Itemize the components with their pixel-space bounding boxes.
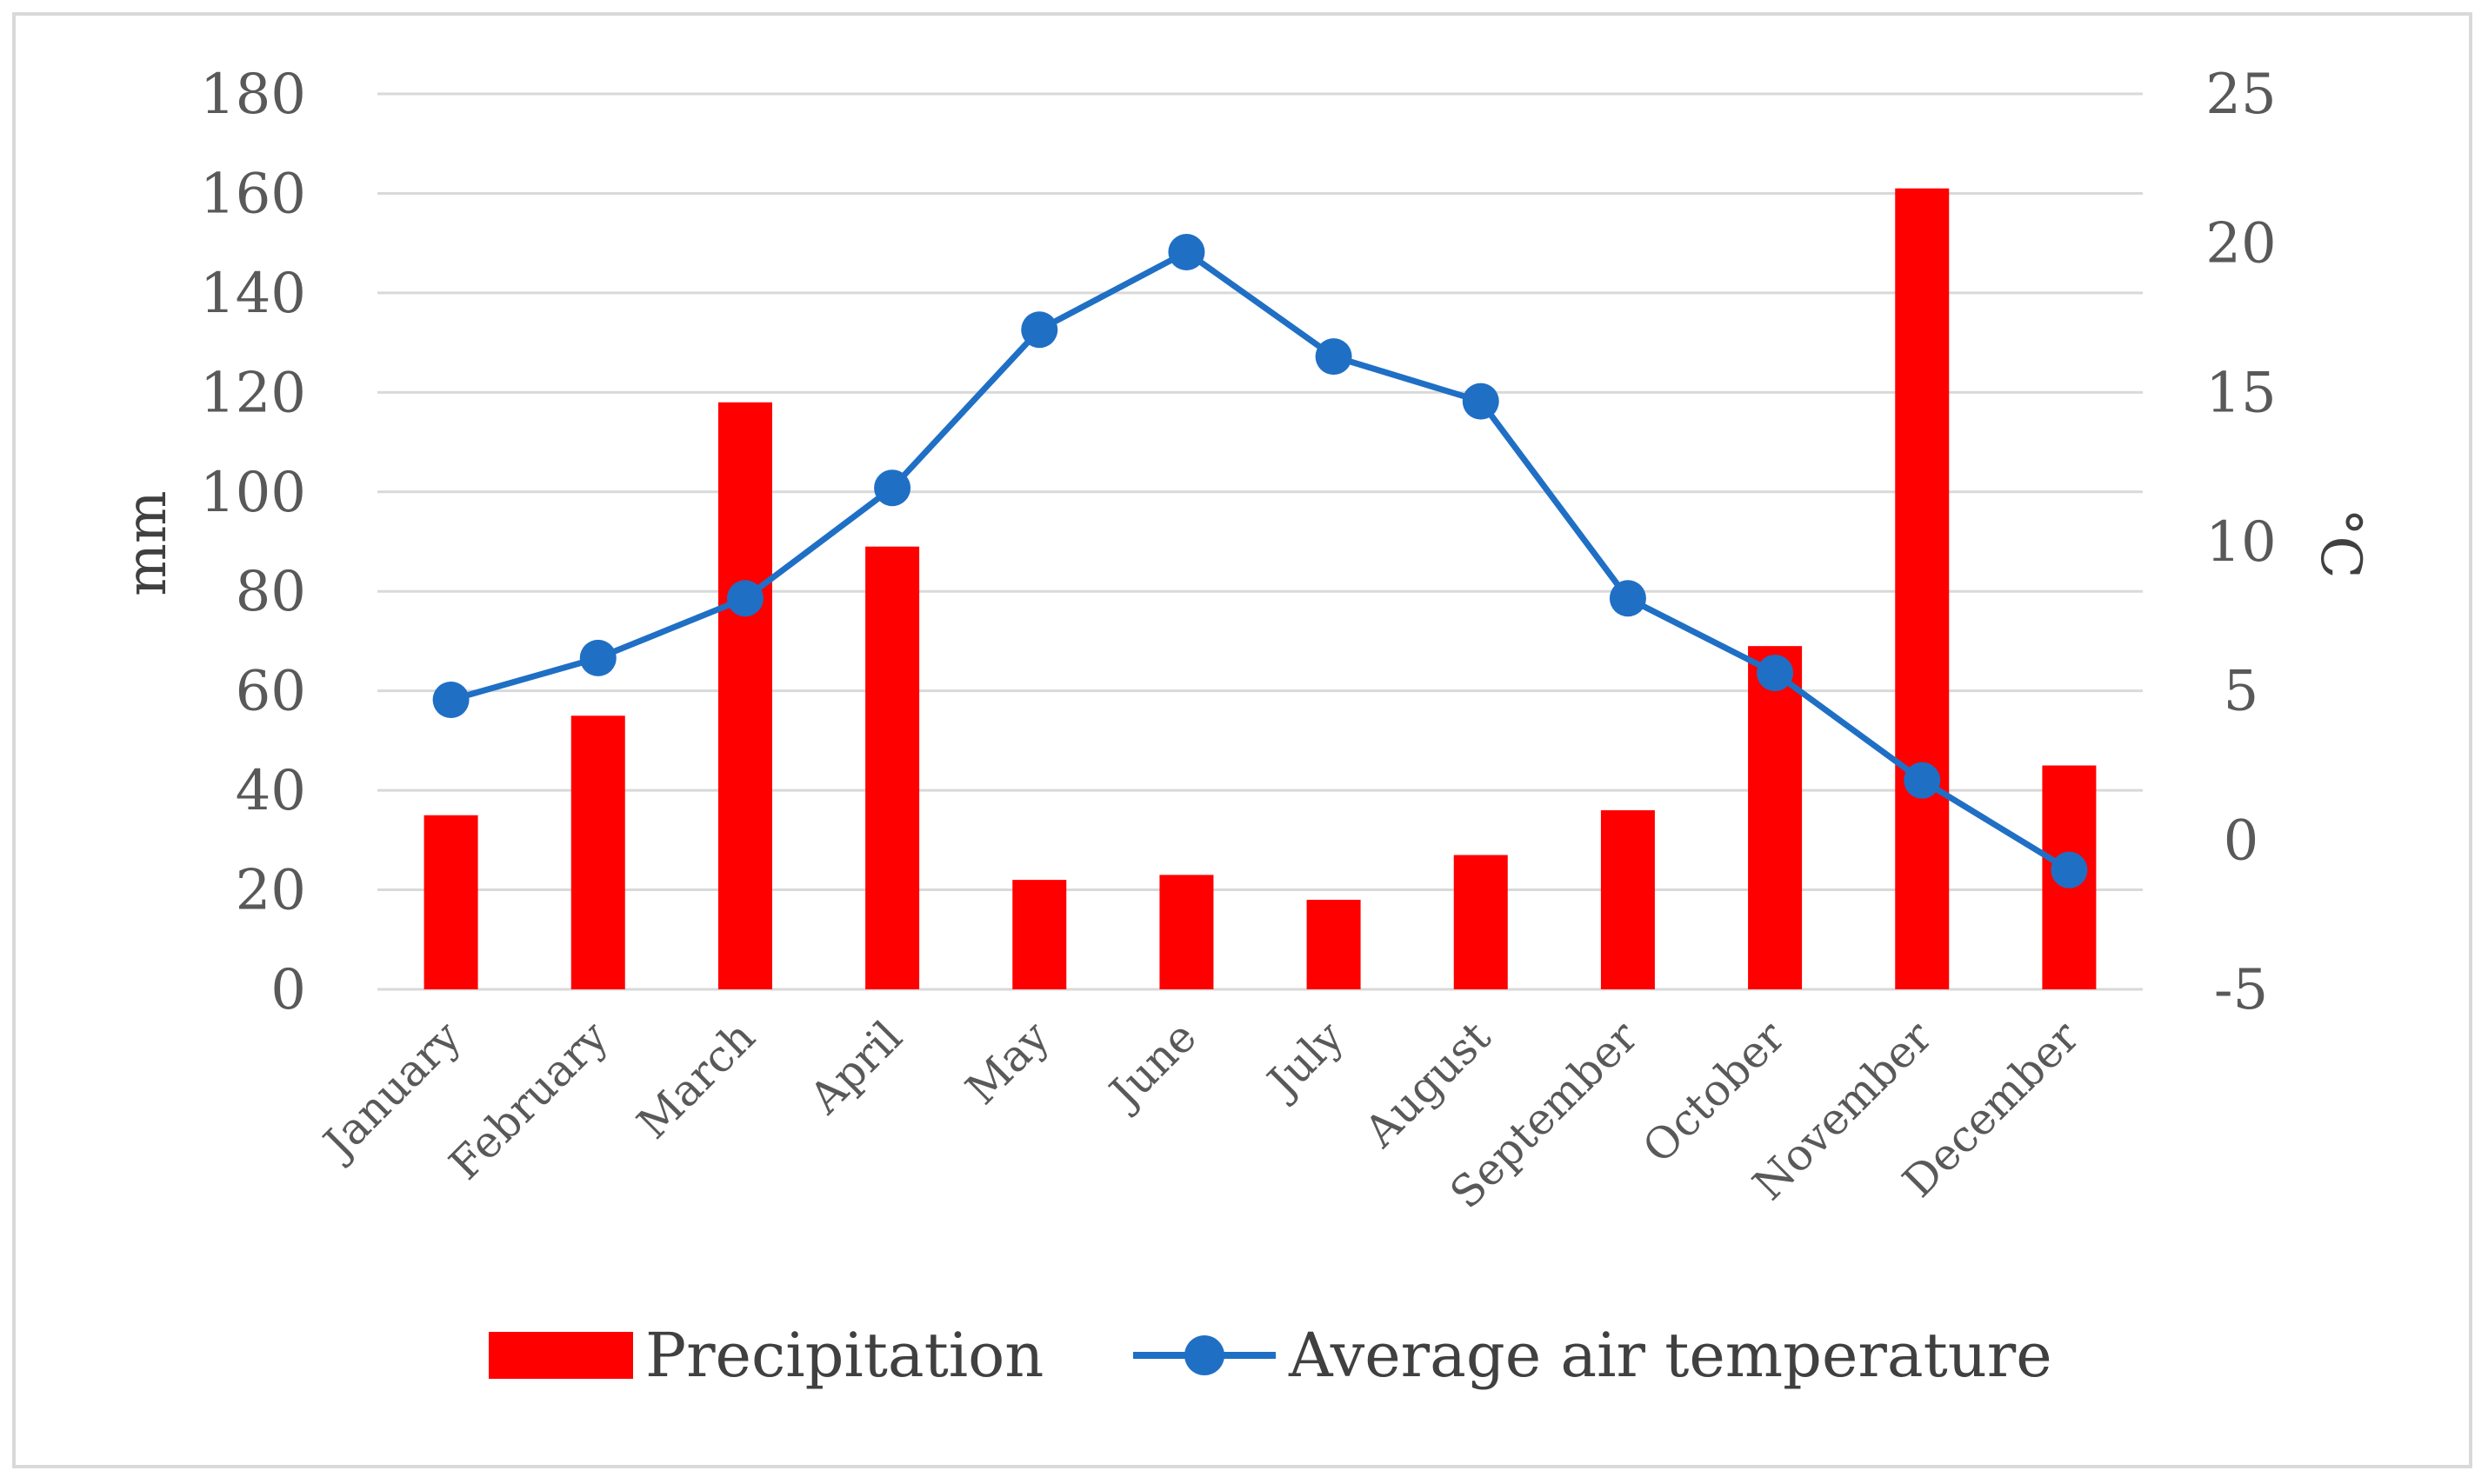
- left-tick-label: 160: [200, 162, 306, 226]
- left-tick-label: 40: [236, 759, 306, 823]
- temp-point-september: [1609, 580, 1646, 617]
- right-axis-title: °C: [2308, 509, 2372, 579]
- category-label-may: May: [956, 1011, 1059, 1115]
- temp-point-april: [874, 469, 911, 507]
- temp-point-october: [1757, 655, 1794, 692]
- left-tick-label: 80: [236, 560, 306, 624]
- bar-august: [1453, 855, 1508, 989]
- temp-point-august: [1462, 383, 1499, 420]
- left-tick-label: 20: [236, 859, 306, 923]
- bar-january: [424, 815, 478, 989]
- bar-april: [865, 546, 920, 989]
- bar-june: [1159, 875, 1214, 989]
- category-label-march: March: [628, 1011, 765, 1148]
- precipitation-bars: [424, 188, 2097, 989]
- bar-november: [1895, 188, 1950, 989]
- chart-frame: [12, 12, 2472, 1468]
- left-tick-label: 0: [270, 958, 306, 1022]
- right-tick-label: 5: [2224, 660, 2259, 724]
- left-axis-title: mm: [115, 490, 179, 596]
- right-axis: -5 0 5 10 15 20 25: [2205, 63, 2276, 1022]
- right-tick-label: 25: [2205, 63, 2276, 127]
- legend-precipitation-label: Precipitation: [645, 1320, 1044, 1391]
- temp-point-march: [726, 580, 764, 617]
- temp-point-june: [1168, 233, 1205, 270]
- temp-point-november: [1904, 762, 1941, 799]
- left-tick-label: 60: [236, 660, 306, 724]
- legend-temperature-label: Average air temperature: [1288, 1320, 2052, 1391]
- category-label-july: July: [1255, 1011, 1353, 1109]
- temperature-line: [432, 233, 2088, 888]
- bar-march: [717, 402, 772, 989]
- right-tick-label: 10: [2205, 510, 2276, 575]
- category-label-june: June: [1097, 1011, 1206, 1120]
- temperature-line-path: [450, 249, 2071, 873]
- category-label-august: August: [1354, 1011, 1500, 1157]
- gridlines: [377, 92, 2143, 991]
- left-tick-label: 140: [200, 262, 306, 326]
- temp-point-december: [2051, 851, 2088, 888]
- temp-point-may: [1021, 311, 1058, 349]
- legend-precipitation-swatch: [489, 1332, 633, 1379]
- left-tick-label: 120: [200, 361, 306, 425]
- category-label-april: April: [799, 1011, 911, 1123]
- left-tick-label: 100: [200, 461, 306, 525]
- temp-point-february: [579, 639, 617, 676]
- bar-february: [570, 715, 625, 989]
- temp-point-july: [1315, 338, 1352, 376]
- bar-may: [1012, 880, 1067, 989]
- category-label-february: February: [439, 1011, 617, 1189]
- legend-temperature-marker: [1184, 1335, 1224, 1375]
- left-axis: 0 20 40 60 80 100 120 140 160 180: [200, 63, 306, 1022]
- temp-point-january: [432, 681, 470, 718]
- right-tick-label: 20: [2205, 212, 2276, 276]
- right-tick-label: 15: [2205, 361, 2276, 425]
- left-tick-label: 180: [200, 63, 306, 127]
- right-tick-label: -5: [2214, 958, 2268, 1022]
- bar-october: [1748, 646, 1803, 989]
- legend: Precipitation Average air temperature: [489, 1320, 2052, 1391]
- bar-september: [1600, 810, 1655, 989]
- right-tick-label: 0: [2224, 809, 2259, 873]
- bar-july: [1306, 900, 1361, 989]
